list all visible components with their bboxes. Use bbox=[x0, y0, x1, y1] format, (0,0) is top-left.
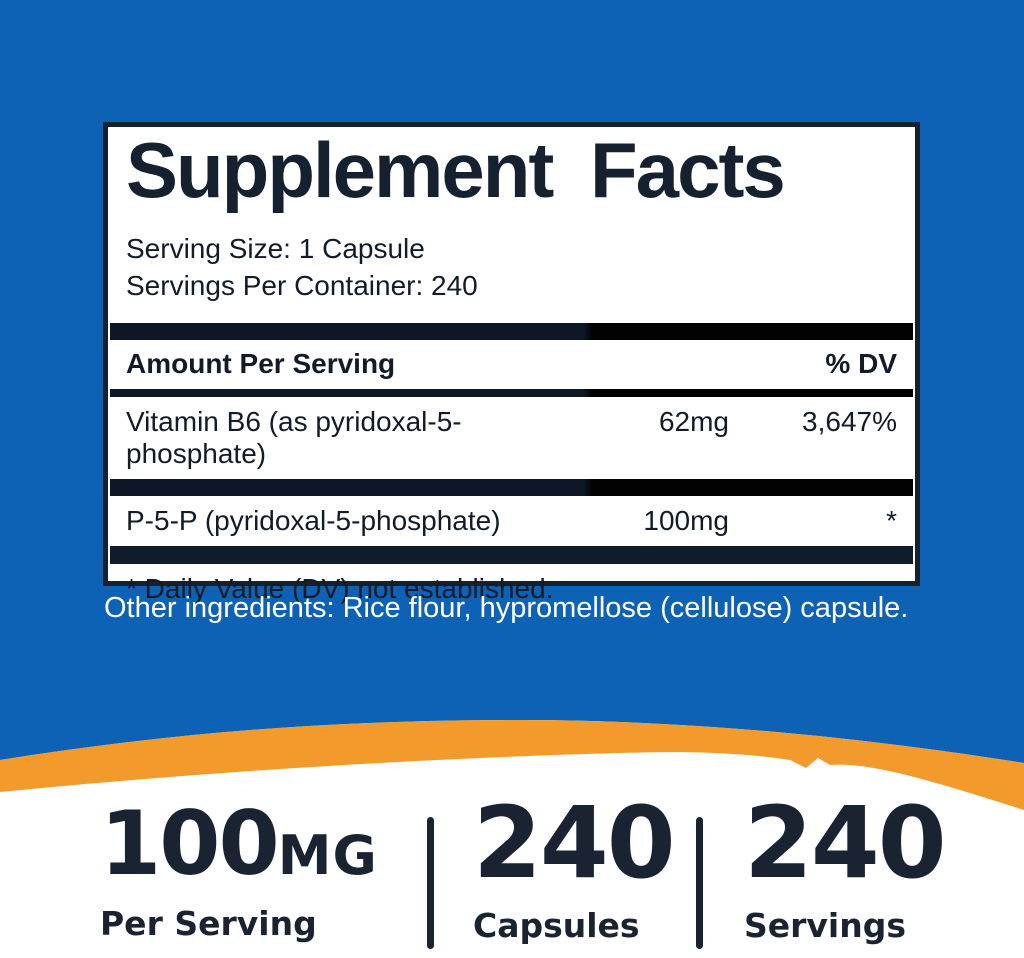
stat-label: Per Serving bbox=[100, 904, 317, 943]
stat-value-row: 240 bbox=[744, 786, 947, 901]
orange-swoosh-graphic bbox=[0, 710, 1024, 810]
stat-label: Capsules bbox=[473, 906, 640, 945]
dv-footnote: * Daily Value (DV) not established. bbox=[126, 572, 554, 604]
nutrient-row-p5p: P-5-P (pyridoxal-5-phosphate) 100mg * bbox=[126, 496, 897, 546]
nutrient-amount: 62mg bbox=[658, 405, 729, 437]
nutrient-dv: * bbox=[886, 504, 897, 536]
stat-value: 240 bbox=[744, 786, 947, 901]
nutrient-row-vitamin-b6: Vitamin B6 (as pyridoxal-5-phosphate) 62… bbox=[126, 397, 897, 479]
panel-inner: Supplement Facts Serving Size: 1 Capsule… bbox=[108, 131, 915, 606]
swoosh-blue-region bbox=[0, 710, 1024, 763]
stat-servings: 240 Servings bbox=[744, 786, 947, 945]
stat-divider bbox=[427, 817, 434, 949]
separator-bar-thick-middle bbox=[110, 478, 913, 496]
separator-bar-thick-top bbox=[110, 322, 913, 340]
stat-per-serving: 100 MG Per Serving bbox=[100, 800, 378, 944]
nutrient-dv: 3,647% bbox=[802, 405, 897, 437]
swoosh-orange-stroke bbox=[0, 720, 1024, 810]
other-ingredients-text: Other ingredients: Rice flour, hypromell… bbox=[104, 592, 909, 624]
nutrient-name: Vitamin B6 (as pyridoxal-5-phosphate) bbox=[126, 405, 462, 469]
stat-value-row: 240 bbox=[473, 786, 676, 901]
supplement-facts-panel: Supplement Facts Serving Size: 1 Capsule… bbox=[103, 122, 920, 604]
separator-bar-thin bbox=[110, 388, 913, 397]
stat-divider bbox=[696, 817, 703, 949]
stat-value-row: 100 MG bbox=[100, 800, 378, 888]
stat-value: 100 bbox=[100, 792, 280, 895]
amount-per-serving-header: Amount Per Serving bbox=[126, 347, 396, 379]
stat-label: Servings bbox=[744, 906, 907, 945]
serving-size-line: Serving Size: 1 Capsule bbox=[126, 233, 425, 264]
percent-dv-header: % DV bbox=[825, 347, 897, 379]
stat-capsules: 240 Capsules bbox=[473, 786, 676, 945]
servings-per-container-line: Servings Per Container: 240 bbox=[126, 269, 478, 301]
panel-title: Supplement Facts bbox=[126, 126, 786, 214]
nutrient-amount: 100mg bbox=[643, 504, 729, 536]
nutrient-name: P-5-P (pyridoxal-5-phosphate) bbox=[126, 504, 501, 536]
stat-unit: MG bbox=[277, 824, 378, 887]
stat-value: 240 bbox=[473, 786, 676, 901]
table-header-row: Amount Per Serving % DV bbox=[126, 340, 897, 389]
separator-bar-bottom bbox=[110, 545, 913, 564]
